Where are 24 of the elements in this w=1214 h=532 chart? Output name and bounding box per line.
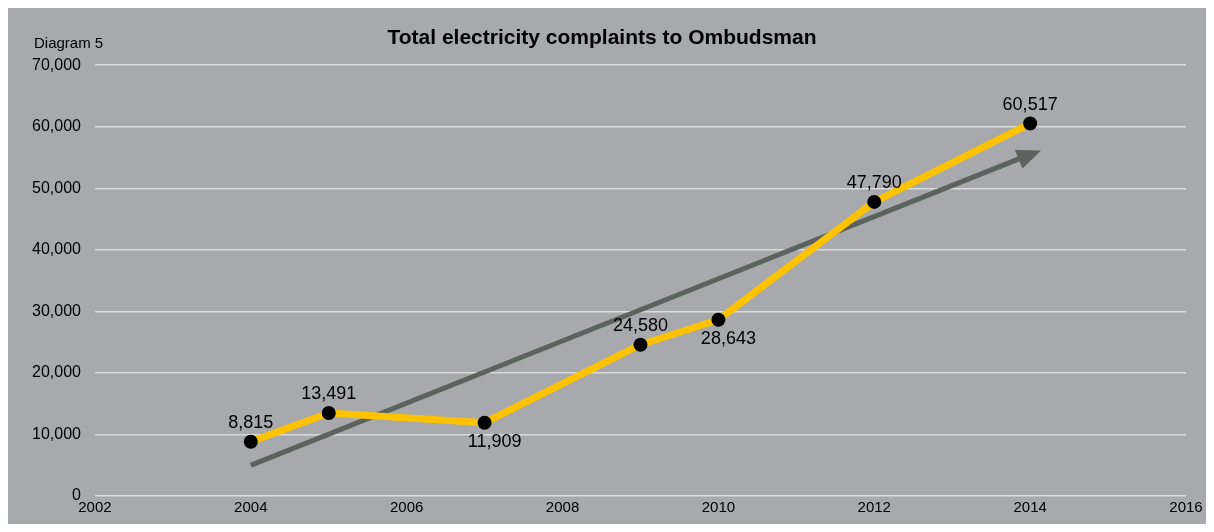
x-tick-label: 2006 — [389, 498, 424, 516]
data-label: 47,790 — [846, 171, 902, 192]
x-tick-label: 2004 — [234, 498, 268, 516]
y-tick-label: 40,000 — [32, 240, 82, 258]
chart-title: Total electricity complaints to Ombudsman — [387, 25, 817, 49]
x-tick-label: 2002 — [78, 498, 112, 516]
data-label: 13,491 — [301, 382, 357, 403]
y-tick-label: 70,000 — [32, 55, 82, 73]
data-label: 24,580 — [612, 314, 668, 335]
x-tick-label: 2014 — [1013, 498, 1047, 516]
data-label: 8,815 — [228, 411, 274, 432]
y-tick-label: 30,000 — [32, 301, 82, 319]
y-tick-label: 10,000 — [32, 424, 82, 442]
y-tick-label: 20,000 — [32, 363, 82, 381]
y-tick-label: 60,000 — [32, 117, 82, 135]
x-tick-label: 2012 — [857, 498, 891, 516]
text: Diagram 5 — [34, 33, 104, 51]
data-label: 28,643 — [700, 327, 756, 348]
x-tick-label: 2010 — [701, 498, 736, 516]
data-label: 60,517 — [1002, 93, 1058, 114]
y-tick-label: 50,000 — [32, 178, 82, 196]
x-tick-label: 2008 — [545, 498, 580, 516]
x-tick-label: 2016 — [1169, 498, 1203, 516]
data-label: 11,909 — [467, 430, 522, 451]
